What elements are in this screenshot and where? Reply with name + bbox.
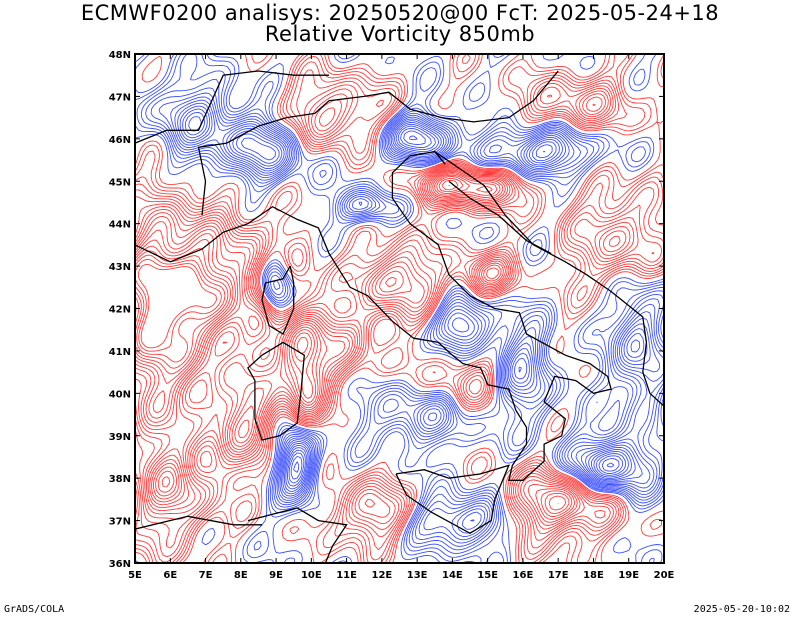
negative-contour [606, 462, 615, 468]
negative-contour [177, 102, 661, 534]
positive-contour [135, 83, 662, 549]
lat-tick-label: 40N [109, 389, 131, 400]
negative-contour [290, 135, 623, 480]
positive-contour [135, 90, 635, 530]
lon-tick-label: 6E [163, 570, 177, 581]
negative-contour [182, 108, 648, 522]
lat-tick-label: 37N [109, 517, 131, 528]
coastline [434, 151, 664, 407]
positive-contour [137, 263, 217, 349]
lon-tick-label: 5E [128, 570, 142, 581]
lon-tick-label: 9E [269, 570, 283, 581]
lon-tick-label: 10E [301, 570, 322, 581]
positive-contour [135, 96, 627, 523]
lon-tick-label: 13E [407, 570, 428, 581]
lon-tick-label: 7E [199, 570, 213, 581]
coastline [135, 70, 329, 144]
lon-tick-label: 15E [477, 570, 498, 581]
positive-contour [135, 259, 222, 352]
positive-contour [135, 173, 573, 517]
lat-tick-label: 43N [109, 262, 131, 273]
lon-tick-label: 19E [618, 570, 639, 581]
positive-contour [135, 174, 570, 515]
negative-contour [135, 54, 664, 563]
coastlines [135, 70, 664, 563]
lat-tick-label: 45N [109, 177, 131, 188]
lat-tick-label: 47N [109, 92, 131, 103]
positive-contour [135, 54, 664, 563]
lon-tick-label: 20E [654, 570, 675, 581]
negative-contour [145, 78, 664, 551]
coastline [135, 231, 224, 263]
lat-tick-label: 36N [109, 559, 131, 570]
lon-tick-label: 17E [548, 570, 569, 581]
lat-tick-label: 39N [109, 432, 131, 443]
coastline [448, 180, 552, 254]
lat-tick-label: 48N [109, 50, 131, 61]
software-credit: GrADS/COLA [4, 604, 65, 615]
positive-contour [135, 103, 621, 520]
lat-axis: 36N 37N 38N 39N 40N 41N 42N 43N 44N 45N 46N 47N 48N [109, 50, 664, 570]
vorticity-contours [135, 54, 664, 563]
coastline [197, 70, 559, 216]
lon-tick-label: 16E [513, 570, 534, 581]
coastline [247, 341, 305, 441]
map-subtitle: Relative Vorticity 850mb [264, 22, 536, 46]
coastline [261, 265, 295, 335]
positive-contour [135, 93, 631, 526]
coastline [222, 150, 612, 481]
positive-contour [135, 86, 655, 535]
map-title: ECMWF0200 analisys: 20250520@00 FcT: 202… [80, 1, 720, 25]
lat-tick-label: 41N [109, 347, 131, 358]
lat-tick-label: 46N [109, 135, 131, 146]
positive-contour [135, 69, 664, 558]
negative-contour [158, 92, 664, 544]
lat-tick-label: 42N [109, 305, 131, 316]
negative-contour [174, 99, 664, 537]
lon-tick-label: 14E [442, 570, 463, 581]
positive-contour [135, 61, 664, 563]
positive-contour [135, 179, 459, 488]
negative-contour [140, 54, 664, 563]
lat-tick-label: 44N [109, 220, 131, 231]
lon-tick-label: 18E [583, 570, 604, 581]
lon-tick-label: 11E [336, 570, 357, 581]
lat-tick-label: 38N [109, 474, 131, 485]
lon-axis: 5E 6E 7E 8E 9E 10E 11E 12E 13E 14E 15E 16E 17E 18E 19E… [128, 54, 675, 581]
coastline [395, 464, 510, 535]
negative-contour [288, 130, 627, 484]
negative-contour [135, 54, 664, 563]
coastline [135, 515, 262, 530]
negative-contour [293, 458, 620, 473]
positive-contour [135, 184, 450, 363]
lon-tick-label: 12E [371, 570, 392, 581]
lon-tick-label: 8E [234, 570, 248, 581]
run-timestamp: 2025-05-20-10:02 [693, 604, 790, 615]
positive-contour [135, 54, 664, 563]
coastline [247, 507, 348, 563]
negative-contour [150, 87, 664, 547]
negative-contour [184, 111, 645, 490]
negative-contour [170, 96, 664, 541]
